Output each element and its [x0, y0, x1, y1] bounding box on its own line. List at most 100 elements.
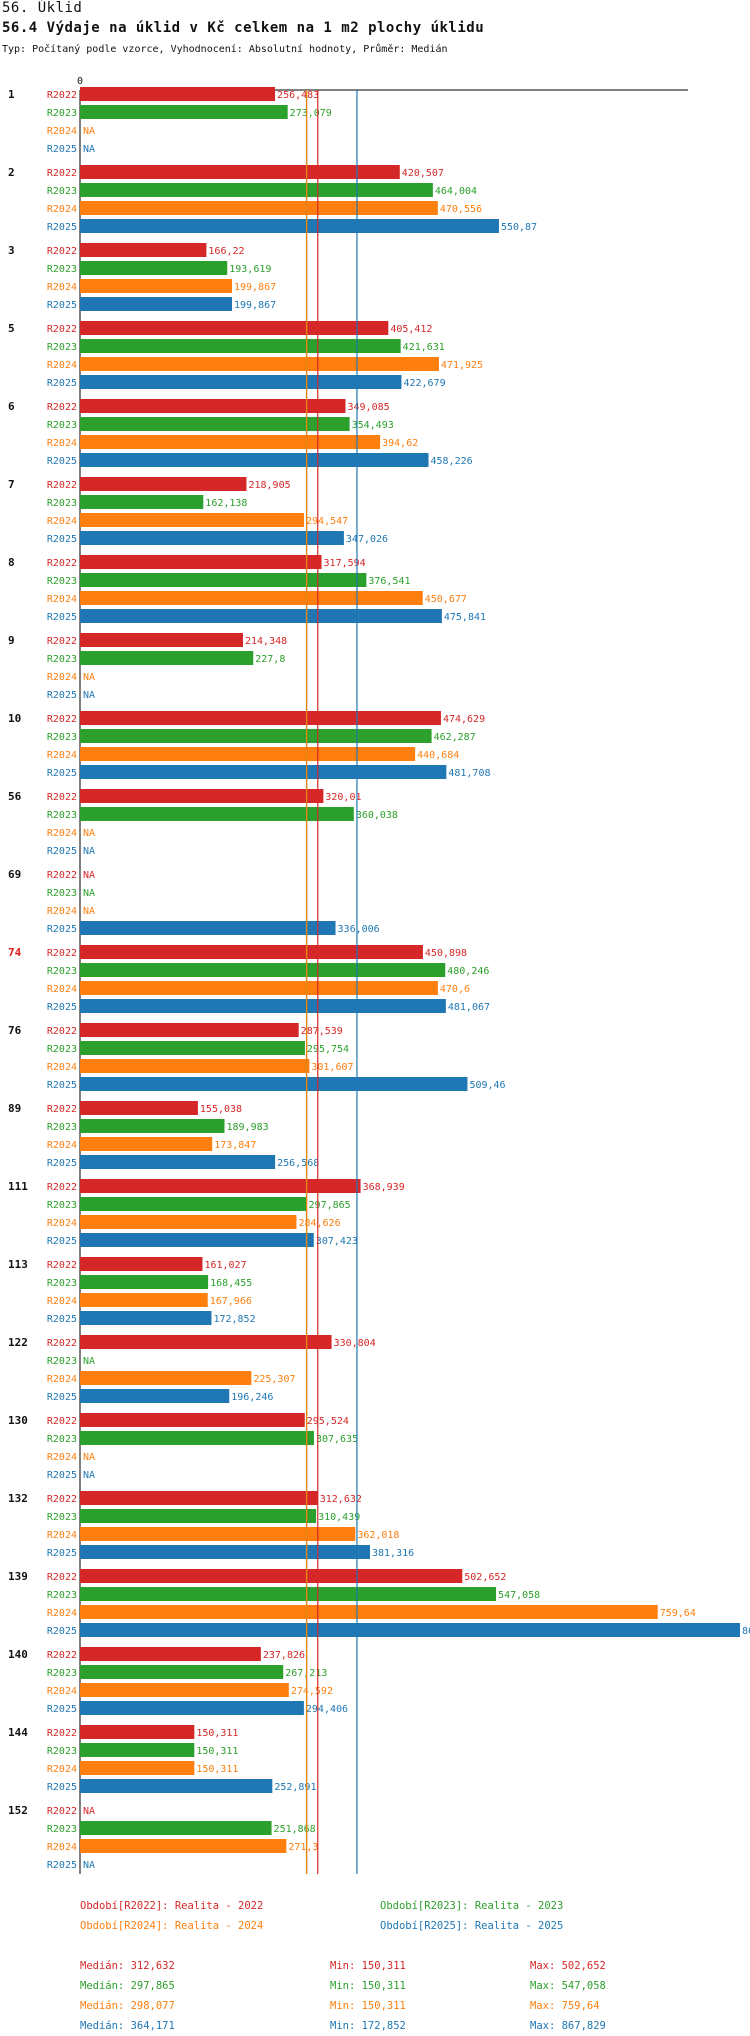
group-label: 74	[8, 946, 22, 959]
series-label: R2024	[47, 1686, 77, 1697]
series-label: R2024	[47, 204, 77, 215]
na-label: NA	[83, 870, 95, 881]
series-label: R2023	[47, 1668, 77, 1679]
bar-value-label: 422,679	[403, 378, 445, 389]
group-label: 1	[8, 88, 15, 101]
group-label: 144	[8, 1726, 28, 1739]
bar	[80, 1335, 332, 1349]
stat-max: Max: 867,829	[530, 2020, 606, 2032]
bar	[80, 183, 433, 197]
bar	[80, 1215, 297, 1229]
series-label: R2025	[47, 1548, 77, 1559]
bar	[80, 633, 244, 647]
group-label: 122	[8, 1336, 28, 1349]
series-label: R2025	[47, 456, 77, 467]
na-label: NA	[83, 828, 95, 839]
bar	[80, 1587, 497, 1601]
bar-value-label: 256,483	[277, 90, 319, 101]
bar-value-label: 294,547	[306, 516, 348, 527]
group-label: 8	[8, 556, 15, 569]
bar-value-label: 547,058	[498, 1590, 540, 1601]
bar	[80, 1389, 230, 1403]
group-label: 140	[8, 1648, 28, 1661]
bar-value-label: 284,626	[298, 1218, 340, 1229]
bar-value-label: 462,287	[434, 732, 476, 743]
stat-median: Medián: 364,171	[80, 2020, 175, 2032]
bar-value-label: 295,754	[307, 1044, 349, 1055]
bar	[80, 1491, 318, 1505]
series-label: R2022	[47, 246, 77, 257]
series-label: R2024	[47, 672, 77, 683]
bar-value-label: 166,22	[208, 246, 244, 257]
bar-value-label: 167,966	[210, 1296, 252, 1307]
bar-value-label: 199,867	[234, 282, 276, 293]
bar	[80, 729, 432, 743]
group-label: 7	[8, 478, 15, 491]
series-label: R2022	[47, 90, 77, 101]
bar	[80, 1179, 361, 1193]
series-label: R2024	[47, 1374, 77, 1385]
series-label: R2022	[47, 1572, 77, 1583]
series-label: R2025	[47, 378, 77, 389]
group-label: 76	[8, 1024, 22, 1037]
bar	[80, 1545, 370, 1559]
chart-title: 56.4 Výdaje na úklid v Kč celkem na 1 m2…	[2, 20, 485, 36]
bar	[80, 375, 402, 389]
bar	[80, 1701, 304, 1715]
series-label: R2024	[47, 360, 77, 371]
bar	[80, 513, 305, 527]
page-title: 56. Úklid	[2, 0, 83, 16]
bar-value-label: 470,556	[440, 204, 482, 215]
series-label: R2022	[47, 324, 77, 335]
bar	[80, 555, 322, 569]
bar	[80, 765, 447, 779]
bar	[80, 495, 204, 509]
bar-value-label: 295,524	[307, 1416, 349, 1427]
group-label: 111	[8, 1180, 28, 1193]
series-label: R2022	[47, 636, 77, 647]
series-label: R2023	[47, 1824, 77, 1835]
series-label: R2023	[47, 108, 77, 119]
bar-value-label: 150,311	[196, 1728, 238, 1739]
group-label: 89	[8, 1102, 21, 1115]
group-label: 152	[8, 1804, 28, 1817]
series-label: R2025	[47, 924, 77, 935]
bar-value-label: 360,038	[356, 810, 398, 821]
bar-value-label: 237,826	[263, 1650, 305, 1661]
series-label: R2025	[47, 690, 77, 701]
na-label: NA	[83, 672, 95, 683]
na-label: NA	[83, 888, 95, 899]
bar	[80, 477, 247, 491]
series-label: R2022	[47, 1338, 77, 1349]
bar-value-label: 420,507	[402, 168, 444, 179]
series-label: R2022	[47, 1260, 77, 1271]
bar	[80, 165, 400, 179]
bar	[80, 807, 354, 821]
bar-value-label: 330,804	[334, 1338, 376, 1349]
bar-value-label: 252,891	[274, 1782, 316, 1793]
bar-value-label: 307,635	[316, 1434, 358, 1445]
bar	[80, 105, 288, 119]
series-label: R2022	[47, 1026, 77, 1037]
group-label: 6	[8, 400, 15, 413]
series-label: R2023	[47, 342, 77, 353]
series-label: R2023	[47, 1200, 77, 1211]
bar	[80, 435, 381, 449]
bar	[80, 1839, 287, 1853]
bar-value-label: 193,619	[229, 264, 271, 275]
bar	[80, 1293, 208, 1307]
bar	[80, 1683, 289, 1697]
series-label: R2022	[47, 168, 77, 179]
bar-value-label: 470,6	[440, 984, 470, 995]
bar-value-label: 218,905	[248, 480, 290, 491]
bar-value-label: 394,62	[382, 438, 418, 449]
bar	[80, 1371, 252, 1385]
series-label: R2022	[47, 1104, 77, 1115]
series-label: R2022	[47, 1494, 77, 1505]
series-label: R2025	[47, 1860, 77, 1871]
stat-median: Medián: 312,632	[80, 1960, 175, 1972]
bar	[80, 1059, 310, 1073]
bar-value-label: 256,568	[277, 1158, 319, 1169]
series-label: R2024	[47, 594, 77, 605]
bar-value-label: 440,684	[417, 750, 459, 761]
